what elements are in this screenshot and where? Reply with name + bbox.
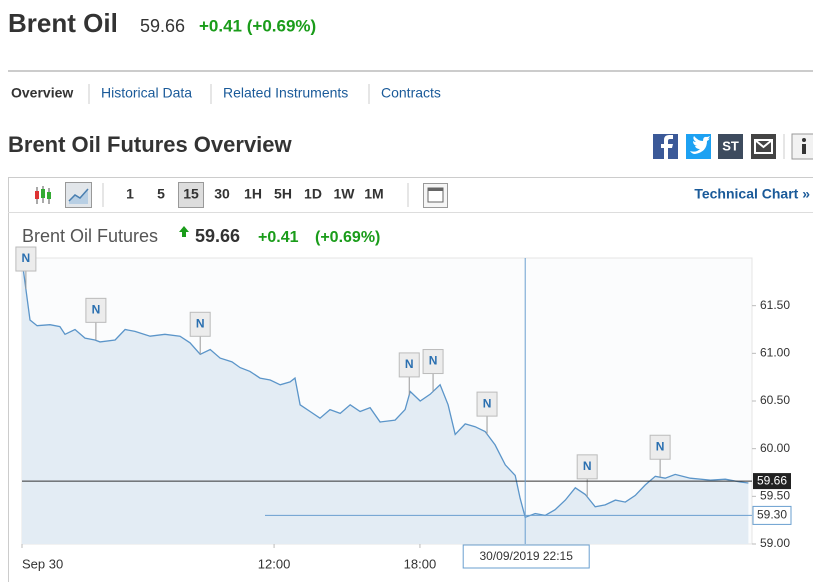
share-stocktwits[interactable]: ST: [718, 134, 743, 159]
tab[interactable]: Overview: [11, 85, 73, 101]
news-marker[interactable]: [649, 434, 671, 460]
news-label: N: [483, 396, 492, 410]
interval-button[interactable]: 1: [126, 186, 134, 202]
y-tick-label: 61.50: [760, 298, 790, 312]
y-tick-label: 59.50: [760, 489, 790, 503]
interval-button[interactable]: 1H: [244, 186, 262, 202]
chart-frame: [8, 177, 813, 582]
y-tick-label: 60.50: [760, 393, 790, 407]
instrument-title: Brent Oil: [8, 8, 118, 38]
icon-glyph: [661, 135, 673, 159]
up-arrow: [179, 226, 189, 237]
icon-glyph: [41, 189, 45, 198]
interval-button[interactable]: 1W: [334, 186, 356, 202]
icon-glyph: [802, 144, 806, 154]
crosshair-y-box: [752, 505, 792, 525]
interval-buttons: 1 5 15 30 1H 5H 1D 1W 1M: [126, 182, 384, 208]
news-marker[interactable]: [189, 311, 211, 337]
interval-button[interactable]: 30: [214, 186, 230, 202]
icon-glyph: [35, 191, 39, 199]
news-label: N: [656, 439, 665, 453]
interval-button[interactable]: 1D: [304, 186, 322, 202]
interval-button[interactable]: 1M: [364, 186, 383, 202]
last-price-box: [753, 473, 791, 490]
plot: 59.00 59.50 60.00 60.50 61.00 61.50 Sep 30 12:0…: [15, 246, 792, 571]
icon-glyph: [47, 192, 51, 199]
y-tick-label: 61.00: [760, 346, 790, 360]
interval-button[interactable]: 5H: [274, 186, 292, 202]
chart-last: 59.66: [195, 226, 240, 246]
tab[interactable]: Historical Data: [101, 85, 192, 101]
info[interactable]: [791, 133, 813, 160]
icon-glyph: [69, 189, 88, 204]
share-facebook[interactable]: [653, 134, 678, 159]
area-fill: [22, 259, 749, 544]
price-line: [21, 259, 749, 519]
icon-glyph: [802, 138, 806, 142]
icon-label: ST: [722, 138, 739, 153]
price: 59.66: [140, 16, 185, 36]
share-email[interactable]: [751, 134, 776, 159]
news-label: N: [92, 303, 101, 317]
icon-glyph: [690, 136, 710, 154]
crosshair-x-box: [462, 544, 590, 569]
y-tick-label: 60.00: [760, 441, 790, 455]
icon-glyph: [754, 139, 773, 149]
x-tick-label: 18:00: [404, 556, 437, 571]
icon-bg: [718, 134, 743, 159]
news-label: N: [22, 251, 31, 265]
technical-chart-link[interactable]: Technical Chart »: [694, 186, 810, 202]
section-title: Brent Oil Futures Overview: [8, 132, 293, 157]
chart-change-pct: (+0.69%): [315, 229, 380, 246]
interval-button[interactable]: 5: [157, 186, 165, 202]
news-marker[interactable]: [15, 246, 37, 272]
news-marker[interactable]: [576, 454, 598, 480]
x-tick-label: 12:00: [258, 556, 291, 571]
interval-active: [178, 182, 204, 208]
share-twitter[interactable]: [686, 134, 711, 159]
last-price-label: 59.66: [757, 473, 787, 487]
news-marker[interactable]: [422, 349, 444, 375]
news-label: N: [405, 357, 414, 371]
x-tick-label: Sep 30: [22, 556, 63, 571]
icon-glyph: [68, 188, 89, 202]
crosshair-x-label: 30/09/2019 22:15: [479, 549, 573, 563]
icon-glyph: [754, 139, 773, 154]
news-marker[interactable]: [85, 297, 107, 323]
interval-button[interactable]: 15: [183, 186, 199, 202]
news-marker[interactable]: [476, 391, 498, 417]
price-change: +0.41 (+0.69%): [199, 16, 316, 35]
y-tick-label: 59.00: [760, 536, 790, 550]
calendar-button[interactable]: [423, 183, 448, 208]
news-marker[interactable]: [398, 352, 420, 378]
line-button[interactable]: [65, 182, 92, 208]
news-label: N: [583, 459, 592, 473]
tab[interactable]: Related Instruments: [223, 85, 348, 101]
chart-change: +0.41: [258, 229, 299, 246]
news-label: N: [196, 316, 205, 330]
crosshair-y-label: 59.30: [757, 508, 787, 522]
candles-button[interactable]: [35, 186, 51, 204]
icon-glyph: [428, 188, 443, 191]
tab[interactable]: Contracts: [381, 85, 441, 101]
chart-title: Brent Oil Futures: [22, 226, 158, 246]
news-label: N: [429, 354, 438, 368]
